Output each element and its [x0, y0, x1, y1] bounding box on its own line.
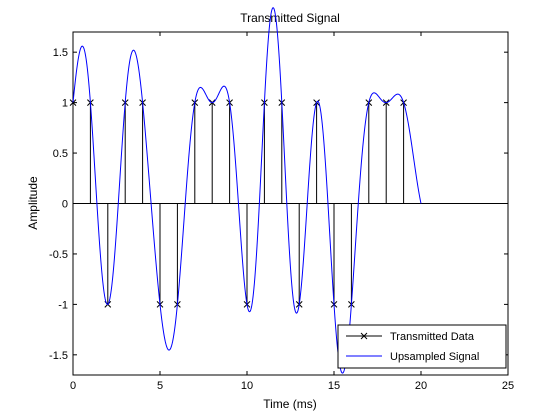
- x-tick-label: 10: [241, 380, 253, 392]
- x-tick-label: 15: [328, 380, 340, 392]
- upsampled-series: [72, 7, 422, 374]
- legend: Transmitted Data Upsampled Signal: [337, 324, 507, 369]
- legend-label-transmitted: Transmitted Data: [390, 331, 475, 343]
- x-tick-label: 20: [415, 380, 427, 392]
- x-tick-label: 5: [157, 380, 163, 392]
- x-tick-label: 25: [502, 380, 514, 392]
- y-tick-label: 1: [62, 98, 68, 110]
- y-tick-label: 0.5: [53, 148, 68, 160]
- y-tick-label: 0: [62, 199, 68, 211]
- legend-x-marker: [360, 332, 368, 340]
- legend-box: [337, 324, 507, 369]
- upsampled-line: [72, 7, 422, 374]
- y-axis-title: Amplitude: [26, 176, 40, 230]
- y-tick-label: -1: [58, 299, 68, 311]
- y-tick-label: 1.5: [53, 47, 68, 59]
- legend-label-upsampled: Upsampled Signal: [390, 351, 479, 363]
- x-axis-title: Time (ms): [263, 397, 317, 411]
- y-axis: -1.5 -1 -0.5 0 0.5 1 1.5: [49, 47, 508, 362]
- y-tick-label: -0.5: [49, 249, 68, 261]
- chart-title: Transmitted Signal: [240, 11, 340, 25]
- x-axis: 0 5 10 15 20 25: [70, 32, 514, 392]
- y-tick-label: -1.5: [49, 350, 68, 362]
- x-tick-label: 0: [70, 380, 76, 392]
